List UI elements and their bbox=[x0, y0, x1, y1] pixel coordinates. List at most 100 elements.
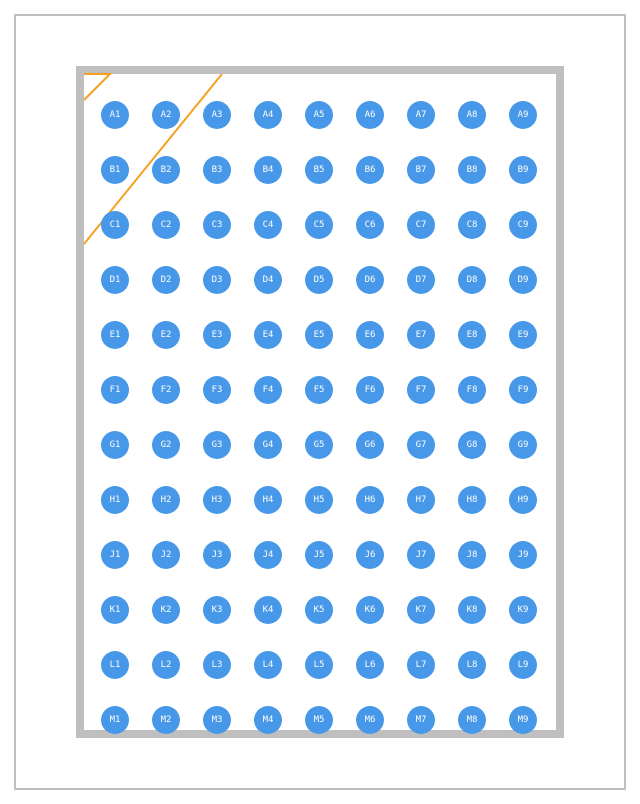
ball-label: K5 bbox=[314, 605, 325, 615]
ball-pad: J3 bbox=[203, 541, 231, 569]
ball-pad: C7 bbox=[407, 211, 435, 239]
ball-pad: M7 bbox=[407, 706, 435, 734]
ball-label: D2 bbox=[161, 275, 172, 285]
ball-pad: F2 bbox=[152, 376, 180, 404]
ball-label: G4 bbox=[263, 440, 274, 450]
ball-label: B6 bbox=[365, 165, 376, 175]
ball-label: K9 bbox=[518, 605, 529, 615]
ball-pad: B9 bbox=[509, 156, 537, 184]
ball-label: K1 bbox=[110, 605, 121, 615]
ball-label: A2 bbox=[161, 110, 172, 120]
ball-label: C5 bbox=[314, 220, 325, 230]
ball-pad: K7 bbox=[407, 596, 435, 624]
ball-label: J3 bbox=[212, 550, 223, 560]
ball-pad: A2 bbox=[152, 101, 180, 129]
ball-pad: K2 bbox=[152, 596, 180, 624]
ball-label: L1 bbox=[110, 660, 121, 670]
ball-label: L2 bbox=[161, 660, 172, 670]
ball-label: F6 bbox=[365, 385, 376, 395]
ball-pad: G1 bbox=[101, 431, 129, 459]
ball-label: L5 bbox=[314, 660, 325, 670]
ball-pad: F9 bbox=[509, 376, 537, 404]
ball-pad: D4 bbox=[254, 266, 282, 294]
ball-label: C2 bbox=[161, 220, 172, 230]
ball-label: K4 bbox=[263, 605, 274, 615]
ball-label: B8 bbox=[467, 165, 478, 175]
ball-pad: H4 bbox=[254, 486, 282, 514]
ball-label: C8 bbox=[467, 220, 478, 230]
ball-label: G6 bbox=[365, 440, 376, 450]
ball-pad: L1 bbox=[101, 651, 129, 679]
ball-pad: H1 bbox=[101, 486, 129, 514]
ball-pad: C4 bbox=[254, 211, 282, 239]
ball-label: C4 bbox=[263, 220, 274, 230]
ball-pad: F7 bbox=[407, 376, 435, 404]
ball-pad: J5 bbox=[305, 541, 333, 569]
ball-label: H8 bbox=[467, 495, 478, 505]
ball-pad: B6 bbox=[356, 156, 384, 184]
ball-pad: K6 bbox=[356, 596, 384, 624]
ball-pad: D2 bbox=[152, 266, 180, 294]
ball-label: B2 bbox=[161, 165, 172, 175]
ball-pad: G2 bbox=[152, 431, 180, 459]
ball-pad: G8 bbox=[458, 431, 486, 459]
ball-label: B4 bbox=[263, 165, 274, 175]
ball-label: E8 bbox=[467, 330, 478, 340]
ball-label: M3 bbox=[212, 715, 223, 725]
ball-pad: L4 bbox=[254, 651, 282, 679]
ball-pad: E4 bbox=[254, 321, 282, 349]
ball-pad: C8 bbox=[458, 211, 486, 239]
ball-pad: L8 bbox=[458, 651, 486, 679]
ball-label: F8 bbox=[467, 385, 478, 395]
ball-label: E5 bbox=[314, 330, 325, 340]
ball-pad: F6 bbox=[356, 376, 384, 404]
ball-label: L9 bbox=[518, 660, 529, 670]
ball-label: K8 bbox=[467, 605, 478, 615]
ball-label: J2 bbox=[161, 550, 172, 560]
ball-pad: C3 bbox=[203, 211, 231, 239]
ball-pad: L2 bbox=[152, 651, 180, 679]
ball-label: H6 bbox=[365, 495, 376, 505]
ball-pad: C9 bbox=[509, 211, 537, 239]
ball-label: J6 bbox=[365, 550, 376, 560]
ball-label: F4 bbox=[263, 385, 274, 395]
ball-pad: E8 bbox=[458, 321, 486, 349]
ball-pad: J8 bbox=[458, 541, 486, 569]
ball-label: A5 bbox=[314, 110, 325, 120]
ball-label: H3 bbox=[212, 495, 223, 505]
ball-pad: F4 bbox=[254, 376, 282, 404]
ball-pad: D9 bbox=[509, 266, 537, 294]
ball-label: L7 bbox=[416, 660, 427, 670]
ball-pad: M2 bbox=[152, 706, 180, 734]
ball-pad: H3 bbox=[203, 486, 231, 514]
ball-pad: D6 bbox=[356, 266, 384, 294]
ball-pad: K4 bbox=[254, 596, 282, 624]
ball-label: G1 bbox=[110, 440, 121, 450]
ball-pad: H7 bbox=[407, 486, 435, 514]
bga-footprint-diagram: A1A2A3A4A5A6A7A8A9B1B2B3B4B5B6B7B8B9C1C2… bbox=[0, 0, 640, 804]
ball-label: D6 bbox=[365, 275, 376, 285]
ball-pad: F8 bbox=[458, 376, 486, 404]
ball-label: E3 bbox=[212, 330, 223, 340]
ball-label: A9 bbox=[518, 110, 529, 120]
ball-pad: B4 bbox=[254, 156, 282, 184]
ball-label: J9 bbox=[518, 550, 529, 560]
ball-pad: G6 bbox=[356, 431, 384, 459]
ball-pad: A7 bbox=[407, 101, 435, 129]
ball-pad: B8 bbox=[458, 156, 486, 184]
ball-label: E2 bbox=[161, 330, 172, 340]
ball-pad: A9 bbox=[509, 101, 537, 129]
ball-pad: G5 bbox=[305, 431, 333, 459]
ball-pad: D1 bbox=[101, 266, 129, 294]
ball-label: K7 bbox=[416, 605, 427, 615]
ball-pad: K5 bbox=[305, 596, 333, 624]
ball-label: F5 bbox=[314, 385, 325, 395]
ball-label: M8 bbox=[467, 715, 478, 725]
ball-label: M1 bbox=[110, 715, 121, 725]
ball-pad: G9 bbox=[509, 431, 537, 459]
ball-label: M2 bbox=[161, 715, 172, 725]
ball-label: E7 bbox=[416, 330, 427, 340]
ball-label: D3 bbox=[212, 275, 223, 285]
ball-pad: A6 bbox=[356, 101, 384, 129]
ball-pad: M9 bbox=[509, 706, 537, 734]
